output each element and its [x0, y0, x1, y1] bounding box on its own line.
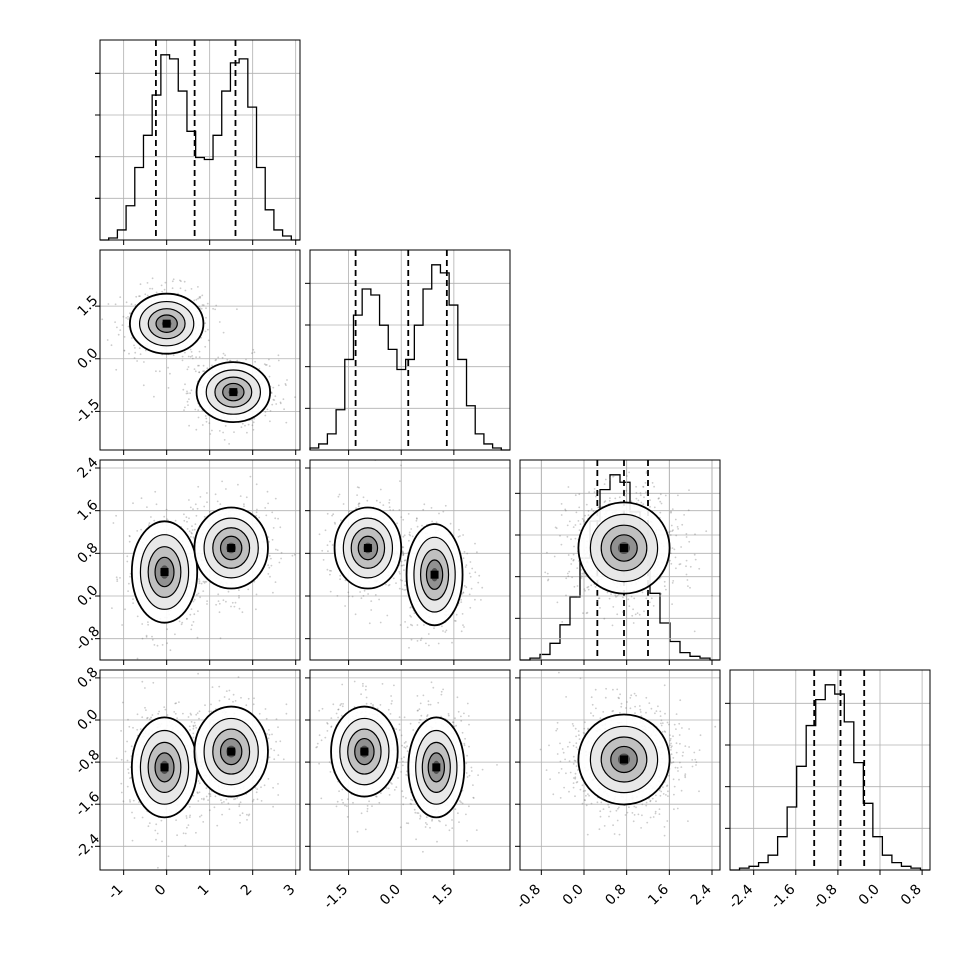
ytick-label-2-1: 0.0: [74, 582, 101, 609]
joint-2-2-content: [520, 460, 720, 660]
joint-3-0-peak-1: [227, 748, 235, 756]
joint-1-0-peak-0: [163, 320, 171, 328]
joint-3-1-peak-0: [360, 748, 368, 756]
joint-2-1-content: [310, 459, 510, 660]
joint-panel-3-1: [310, 670, 510, 870]
joint-1-0-content: [100, 250, 300, 450]
ytick-label-1-1: 0.0: [74, 345, 101, 372]
ytick-label-2-0: -0.8: [73, 623, 104, 654]
xtick-label-2-4: 2.4: [688, 881, 715, 908]
histogram-panel-1: [305, 250, 510, 450]
xtick-label-0-4: 3: [281, 882, 299, 900]
xtick-label-3-0: -2.4: [726, 881, 757, 912]
joint-1-0-peak-1: [229, 388, 237, 396]
hist-1-steps: [310, 265, 510, 450]
joint-3-2-content: [520, 670, 720, 870]
joint-2-2-peak-0: [620, 544, 628, 552]
xtick-label-3-1: -1.6: [768, 881, 799, 912]
joint-3-1-content: [310, 670, 510, 870]
ytick-label-2-3: 1.6: [74, 497, 101, 524]
xtick-label-0-0: -1: [105, 882, 126, 903]
ytick-label-3-0: -2.4: [73, 831, 104, 862]
xtick-label-3-2: -0.8: [810, 882, 841, 913]
histogram-panel-3: [725, 670, 930, 870]
xtick-label-2-2: 0.8: [602, 882, 629, 909]
ytick-label-2-2: 0.8: [74, 540, 101, 567]
joint-panel-2-1: [310, 459, 510, 660]
hist-3-frame: [730, 670, 930, 870]
ytick-label-1-2: 1.5: [74, 293, 101, 320]
joint-panel-2-2: [520, 460, 720, 660]
joint-1-0-points: [101, 277, 296, 444]
xtick-label-1-2: 1.5: [430, 882, 457, 909]
xtick-label-1-0: -1.5: [321, 882, 352, 913]
ytick-label-3-4: 0.8: [74, 664, 101, 691]
xtick-label-3-4: 0.8: [898, 882, 925, 909]
joint-2-1-peak-0: [364, 544, 372, 552]
joint-3-1-peak-1: [432, 763, 440, 771]
hist-0-steps: [100, 55, 300, 240]
histogram-panel-0: [95, 40, 300, 240]
ytick-label-3-1: -1.6: [73, 789, 104, 820]
xtick-label-2-3: 1.6: [645, 881, 672, 908]
joint-1-0-frame: [100, 250, 300, 450]
xtick-label-0-2: 1: [195, 882, 213, 900]
joint-2-0-peak-0: [161, 568, 169, 576]
xtick-label-1-1: 0.0: [377, 882, 404, 909]
xtick-label-0-3: 2: [238, 882, 256, 900]
ytick-label-3-2: -0.8: [73, 747, 104, 778]
joint-2-0-peak-1: [227, 544, 235, 552]
joint-3-0-peak-0: [161, 763, 169, 771]
ytick-label-3-3: 0.0: [74, 706, 101, 733]
xtick-label-2-0: -0.8: [514, 882, 545, 913]
joint-2-1-peak-1: [431, 571, 439, 579]
xtick-label-0-1: 0: [152, 882, 170, 900]
xtick-label-2-1: 0.0: [560, 882, 587, 909]
joint-panel-3-2: [520, 670, 720, 870]
joint-panel-2-0: [100, 460, 300, 660]
ytick-label-2-4: 2.4: [74, 454, 101, 481]
hist-1-frame: [310, 250, 510, 450]
joint-3-2-peak-0: [620, 755, 628, 763]
joint-panel-3-0: [100, 670, 300, 871]
xtick-label-3-3: 0.0: [856, 882, 883, 909]
joint-3-0-content: [100, 670, 300, 871]
joint-panel-1-0: [100, 250, 300, 450]
ytick-label-1-0: -1.5: [73, 396, 104, 427]
joint-2-0-content: [100, 460, 300, 660]
hist-3-steps: [730, 685, 930, 870]
